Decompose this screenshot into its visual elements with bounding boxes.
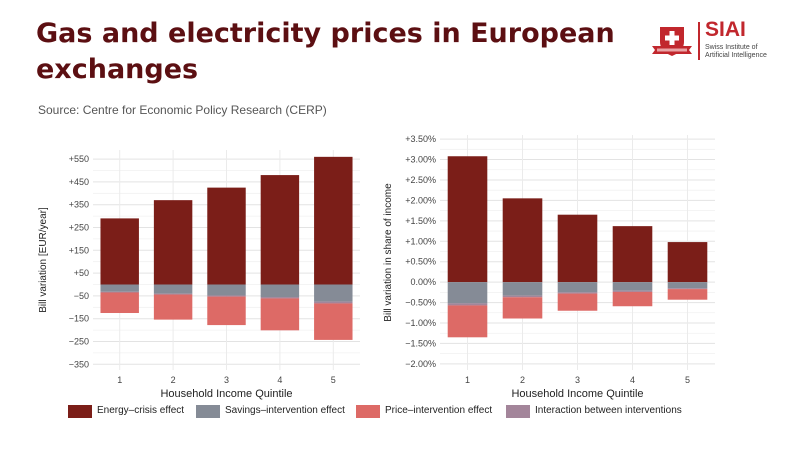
- x-axis-label: Household Income Quintile: [160, 388, 292, 400]
- x-tick-label: 1: [117, 375, 122, 385]
- bar-segment: [207, 187, 246, 285]
- x-tick-label: 1: [465, 375, 470, 385]
- y-axis-label: Bill variation in share of income: [383, 183, 394, 322]
- bar-segment: [502, 282, 543, 296]
- legend-swatch: [196, 405, 220, 418]
- x-tick-label: 4: [630, 375, 635, 385]
- source-note: Source: Centre for Economic Policy Resea…: [38, 103, 327, 117]
- swiss-shield-icon: [652, 27, 692, 56]
- bar-segment: [557, 293, 598, 311]
- y-axis-label: Bill variation [EUR/year]: [38, 207, 49, 313]
- y-tick-label: +550: [69, 154, 89, 164]
- x-tick-label: 3: [224, 375, 229, 385]
- bar-segment: [260, 298, 300, 331]
- y-tick-label: −50: [74, 291, 89, 301]
- y-tick-label: −350: [69, 359, 89, 369]
- x-tick-label: 4: [277, 375, 282, 385]
- y-tick-label: +450: [69, 177, 89, 187]
- legend-label: Price–intervention effect: [385, 405, 493, 416]
- y-tick-label: +3.00%: [405, 155, 436, 165]
- bar-segment: [447, 156, 488, 283]
- bar-segment: [612, 282, 653, 291]
- bar-segment: [612, 291, 653, 307]
- bar-segment: [314, 303, 353, 340]
- x-axis-label: Household Income Quintile: [511, 388, 643, 400]
- bar-segment: [100, 291, 139, 293]
- y-tick-label: +2.50%: [405, 175, 436, 185]
- siai-logo: SIAI Swiss Institute of Artificial Intel…: [650, 18, 775, 65]
- bar-segment: [207, 296, 246, 326]
- bar-segment: [667, 288, 708, 290]
- y-tick-label: +150: [69, 245, 89, 255]
- y-tick-label: +1.50%: [405, 216, 436, 226]
- bar-segment: [260, 175, 300, 285]
- bar-segment: [557, 292, 598, 294]
- bar-segment: [502, 297, 543, 319]
- logo-subtitle: Swiss Institute of Artificial Intelligen…: [705, 44, 780, 60]
- bar-segment: [612, 290, 653, 292]
- legend-label: Energy–crisis effect: [97, 405, 185, 416]
- y-tick-label: −1.00%: [405, 318, 436, 328]
- bar-segment: [153, 294, 193, 320]
- legend-swatch: [356, 405, 380, 418]
- bar-segment: [557, 282, 598, 293]
- bar-segment: [447, 303, 488, 306]
- y-tick-label: +3.50%: [405, 134, 436, 144]
- y-tick-label: −2.00%: [405, 359, 436, 369]
- x-tick-label: 5: [685, 375, 690, 385]
- bill-eur-chart: +550 +450 +350 +250 +150 +50 −50 −150 −250 −350 1 2…: [38, 150, 360, 400]
- y-tick-label: +0.50%: [405, 257, 436, 267]
- bar-segment: [100, 218, 139, 285]
- y-tick-label: +250: [69, 223, 89, 233]
- legend-swatch: [506, 405, 530, 418]
- bar-segment: [207, 295, 246, 297]
- bar-segment: [447, 282, 488, 304]
- legend-swatch: [68, 405, 92, 418]
- y-tick-label: +2.00%: [405, 195, 436, 205]
- logo-subtitle-line1: Swiss Institute of: [705, 44, 758, 51]
- bar-segment: [314, 156, 353, 285]
- bar-segment: [100, 284, 139, 292]
- x-tick-label: 2: [171, 375, 176, 385]
- bar-segment: [153, 293, 193, 295]
- bar-segment: [314, 284, 353, 302]
- bar-segment: [667, 282, 708, 289]
- bar-segment: [153, 200, 193, 285]
- bar-segment: [260, 297, 300, 299]
- logo-name: SIAI: [705, 18, 746, 41]
- page-title: Gas and electricity prices in European e…: [36, 18, 615, 85]
- bar-segment: [557, 214, 598, 283]
- logo-divider: [698, 22, 700, 60]
- y-tick-label: +50: [74, 268, 89, 278]
- y-tick-label: −250: [69, 337, 89, 347]
- y-tick-label: −0.50%: [405, 298, 436, 308]
- legend-label: Savings–intervention effect: [225, 405, 345, 416]
- legend-label: Interaction between interventions: [535, 405, 682, 416]
- y-tick-label: −150: [69, 314, 89, 324]
- bar-segment: [314, 301, 353, 304]
- x-tick-label: 5: [331, 375, 336, 385]
- bar-segment: [207, 284, 246, 296]
- bar-segment: [612, 226, 653, 283]
- bill-share-chart: +3.50% +3.00% +2.50% +2.00% +1.50% +1.00% +0.5…: [383, 134, 715, 400]
- bar-segment: [447, 305, 488, 338]
- bar-segment: [260, 284, 300, 298]
- x-tick-label: 3: [575, 375, 580, 385]
- y-tick-label: +350: [69, 200, 89, 210]
- bar-segment: [667, 242, 708, 283]
- bar-segment: [153, 284, 193, 294]
- x-tick-label: 2: [520, 375, 525, 385]
- bar-segment: [100, 292, 139, 314]
- logo-subtitle-line2: Artificial Intelligence: [705, 52, 767, 59]
- y-tick-label: +1.00%: [405, 236, 436, 246]
- bar-segment: [667, 289, 708, 300]
- y-tick-label: −1.50%: [405, 338, 436, 348]
- bar-segment: [502, 295, 543, 298]
- y-tick-label: 0.00%: [410, 277, 436, 287]
- bar-segment: [502, 198, 543, 283]
